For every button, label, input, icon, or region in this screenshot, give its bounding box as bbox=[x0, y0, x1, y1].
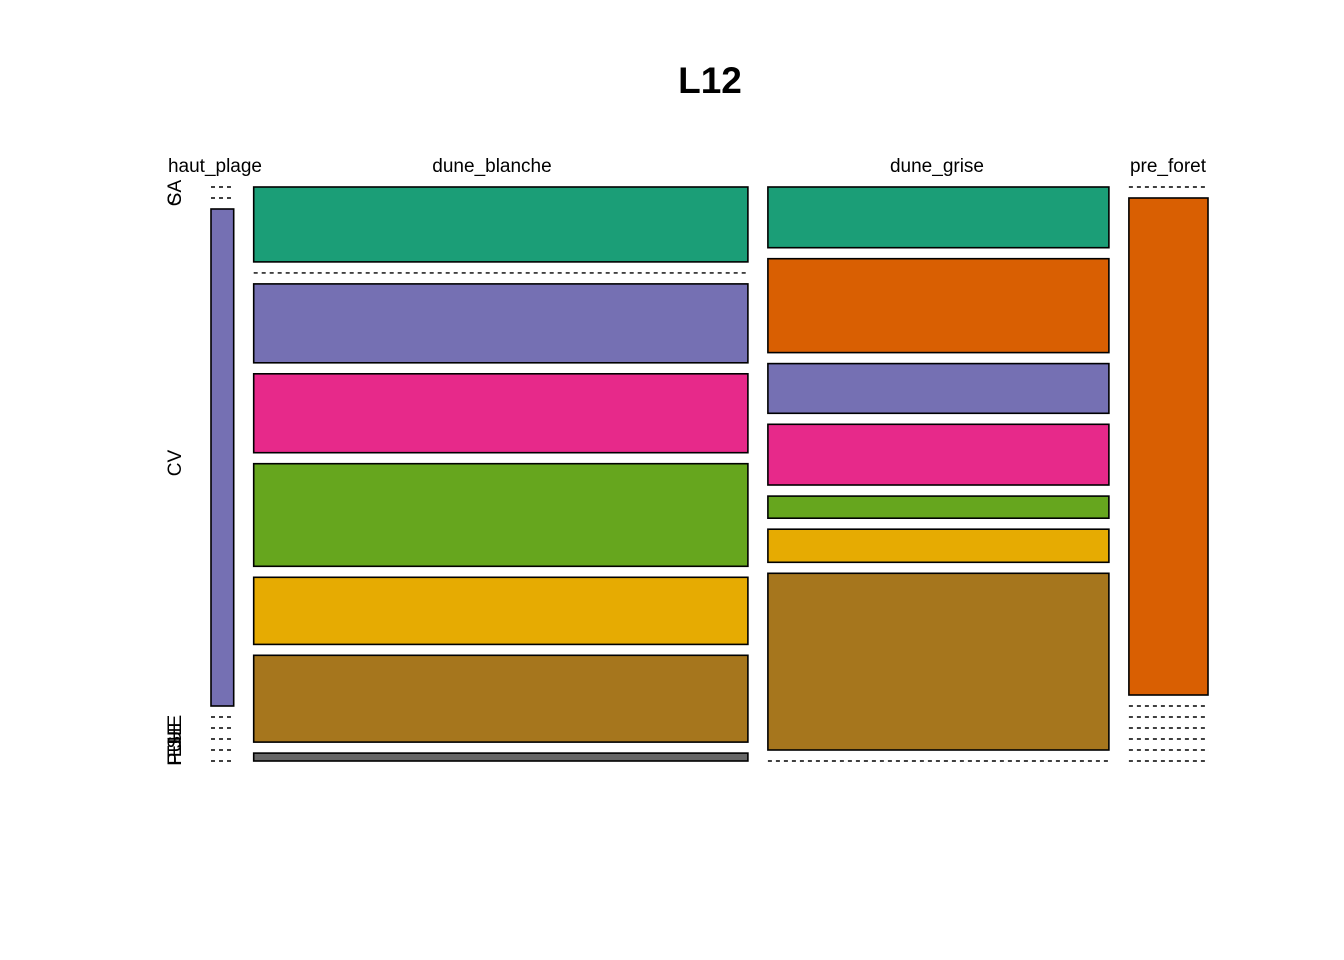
tile-dune-grise-eu bbox=[767, 528, 1110, 564]
tile-dune-blanche-cv bbox=[252, 283, 749, 364]
row-label-cv: CV bbox=[165, 449, 186, 476]
row-label-ca: CA bbox=[165, 179, 186, 206]
tile-pre-foret-s bbox=[1128, 197, 1209, 696]
mosaic-tiles bbox=[210, 186, 1209, 762]
column-label-pre-foret: pre_foret bbox=[1130, 156, 1207, 177]
tile-haut-plage-cv bbox=[210, 208, 235, 707]
tile-dune-grise-ca bbox=[767, 186, 1110, 249]
tile-dune-blanche-pu bbox=[252, 654, 749, 743]
row-axis-labels: CA S CV HE SE EU PU F bbox=[165, 179, 186, 765]
row-label-pu: PU bbox=[165, 739, 186, 765]
tile-dune-grise-pu bbox=[767, 572, 1110, 751]
column-label-dune-grise: dune_grise bbox=[890, 156, 984, 177]
tile-dune-grise-cv bbox=[767, 362, 1110, 415]
column-label-dune-blanche: dune_blanche bbox=[432, 156, 551, 177]
chart-title: L12 bbox=[678, 60, 742, 101]
tile-dune-blanche-se bbox=[252, 462, 749, 568]
tile-dune-grise-se bbox=[767, 495, 1110, 520]
tile-dune-blanche-he bbox=[252, 372, 749, 454]
tile-dune-grise-he bbox=[767, 423, 1110, 486]
row-label-eu: EU bbox=[165, 731, 186, 757]
row-label-se: SE bbox=[165, 723, 186, 748]
row-label-he: HE bbox=[165, 715, 186, 741]
tile-dune-grise-s bbox=[767, 257, 1110, 354]
tile-dune-blanche-f bbox=[252, 752, 749, 762]
tile-dune-blanche-ca bbox=[252, 186, 749, 263]
column-label-haut-plage: haut_plage bbox=[168, 156, 262, 177]
row-label-s: S bbox=[165, 193, 186, 206]
row-label-f: F bbox=[165, 754, 186, 766]
tile-dune-blanche-eu bbox=[252, 576, 749, 646]
